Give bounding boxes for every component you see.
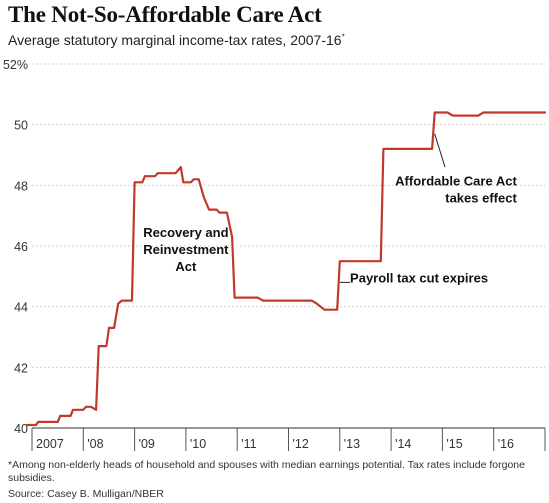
y-tick-label-44: 44 <box>14 301 28 315</box>
annotation-text-0-2: Act <box>175 259 197 274</box>
x-tick-label-2013: '13 <box>344 437 360 451</box>
x-tick-label-2015: '15 <box>446 437 462 451</box>
y-tick-label-52%: 52% <box>3 58 28 72</box>
y-tick-label-48: 48 <box>14 179 28 193</box>
y-tick-label-40: 40 <box>14 422 28 436</box>
line-chart: 40 42 44 46 48 50 52% 2007 '08 '09 '10 '11 '12 '13 '1… <box>3 58 547 451</box>
x-tick-label-2016: '16 <box>498 437 514 451</box>
x-tick-label-2012: '12 <box>293 437 309 451</box>
x-tick-label-2014: '14 <box>395 437 411 451</box>
x-tick-label-2008: '08 <box>87 437 103 451</box>
annotation-text-1-0: Payroll tax cut expires <box>350 270 488 285</box>
series-group <box>25 111 547 427</box>
y-tick-label-50: 50 <box>14 119 28 133</box>
chart-title: The Not-So-Affordable Care Act <box>8 2 322 27</box>
chart-subtitle-text: Average statutory marginal income-tax ra… <box>8 32 342 48</box>
annotations: Recovery and Reinvestment Act Payroll tax c… <box>143 133 517 285</box>
y-tick-label-46: 46 <box>14 240 28 254</box>
x-tick-label-2007: 2007 <box>36 437 64 451</box>
annotation-text-2-0: Affordable Care Act <box>395 173 517 188</box>
x-axis: 2007 '08 '09 '10 '11 '12 '13 '14 '15 '16 <box>31 427 546 451</box>
series-line-0 <box>25 111 547 427</box>
source-credit: Source: Casey B. Mulligan/NBER <box>8 488 164 500</box>
y-tick-label-42: 42 <box>14 361 28 375</box>
annotation-text-0-1: Reinvestment <box>143 242 229 257</box>
x-tick-label-2010: '10 <box>190 437 206 451</box>
chart-subtitle: Average statutory marginal income-tax ra… <box>8 32 345 48</box>
annotation-leader-2 <box>434 133 446 168</box>
x-tick-label-2011: '11 <box>241 437 256 451</box>
x-tick-label-2009: '09 <box>139 437 155 451</box>
annotation-text-2-1: takes effect <box>445 190 517 205</box>
annotation-text-0-0: Recovery and <box>143 225 228 240</box>
grid-lines <box>32 63 545 368</box>
footnote: *Among non-elderly heads of household an… <box>8 459 525 484</box>
y-axis: 40 42 44 46 48 50 52% <box>3 58 28 436</box>
subtitle-footnote-marker: * <box>341 32 345 42</box>
